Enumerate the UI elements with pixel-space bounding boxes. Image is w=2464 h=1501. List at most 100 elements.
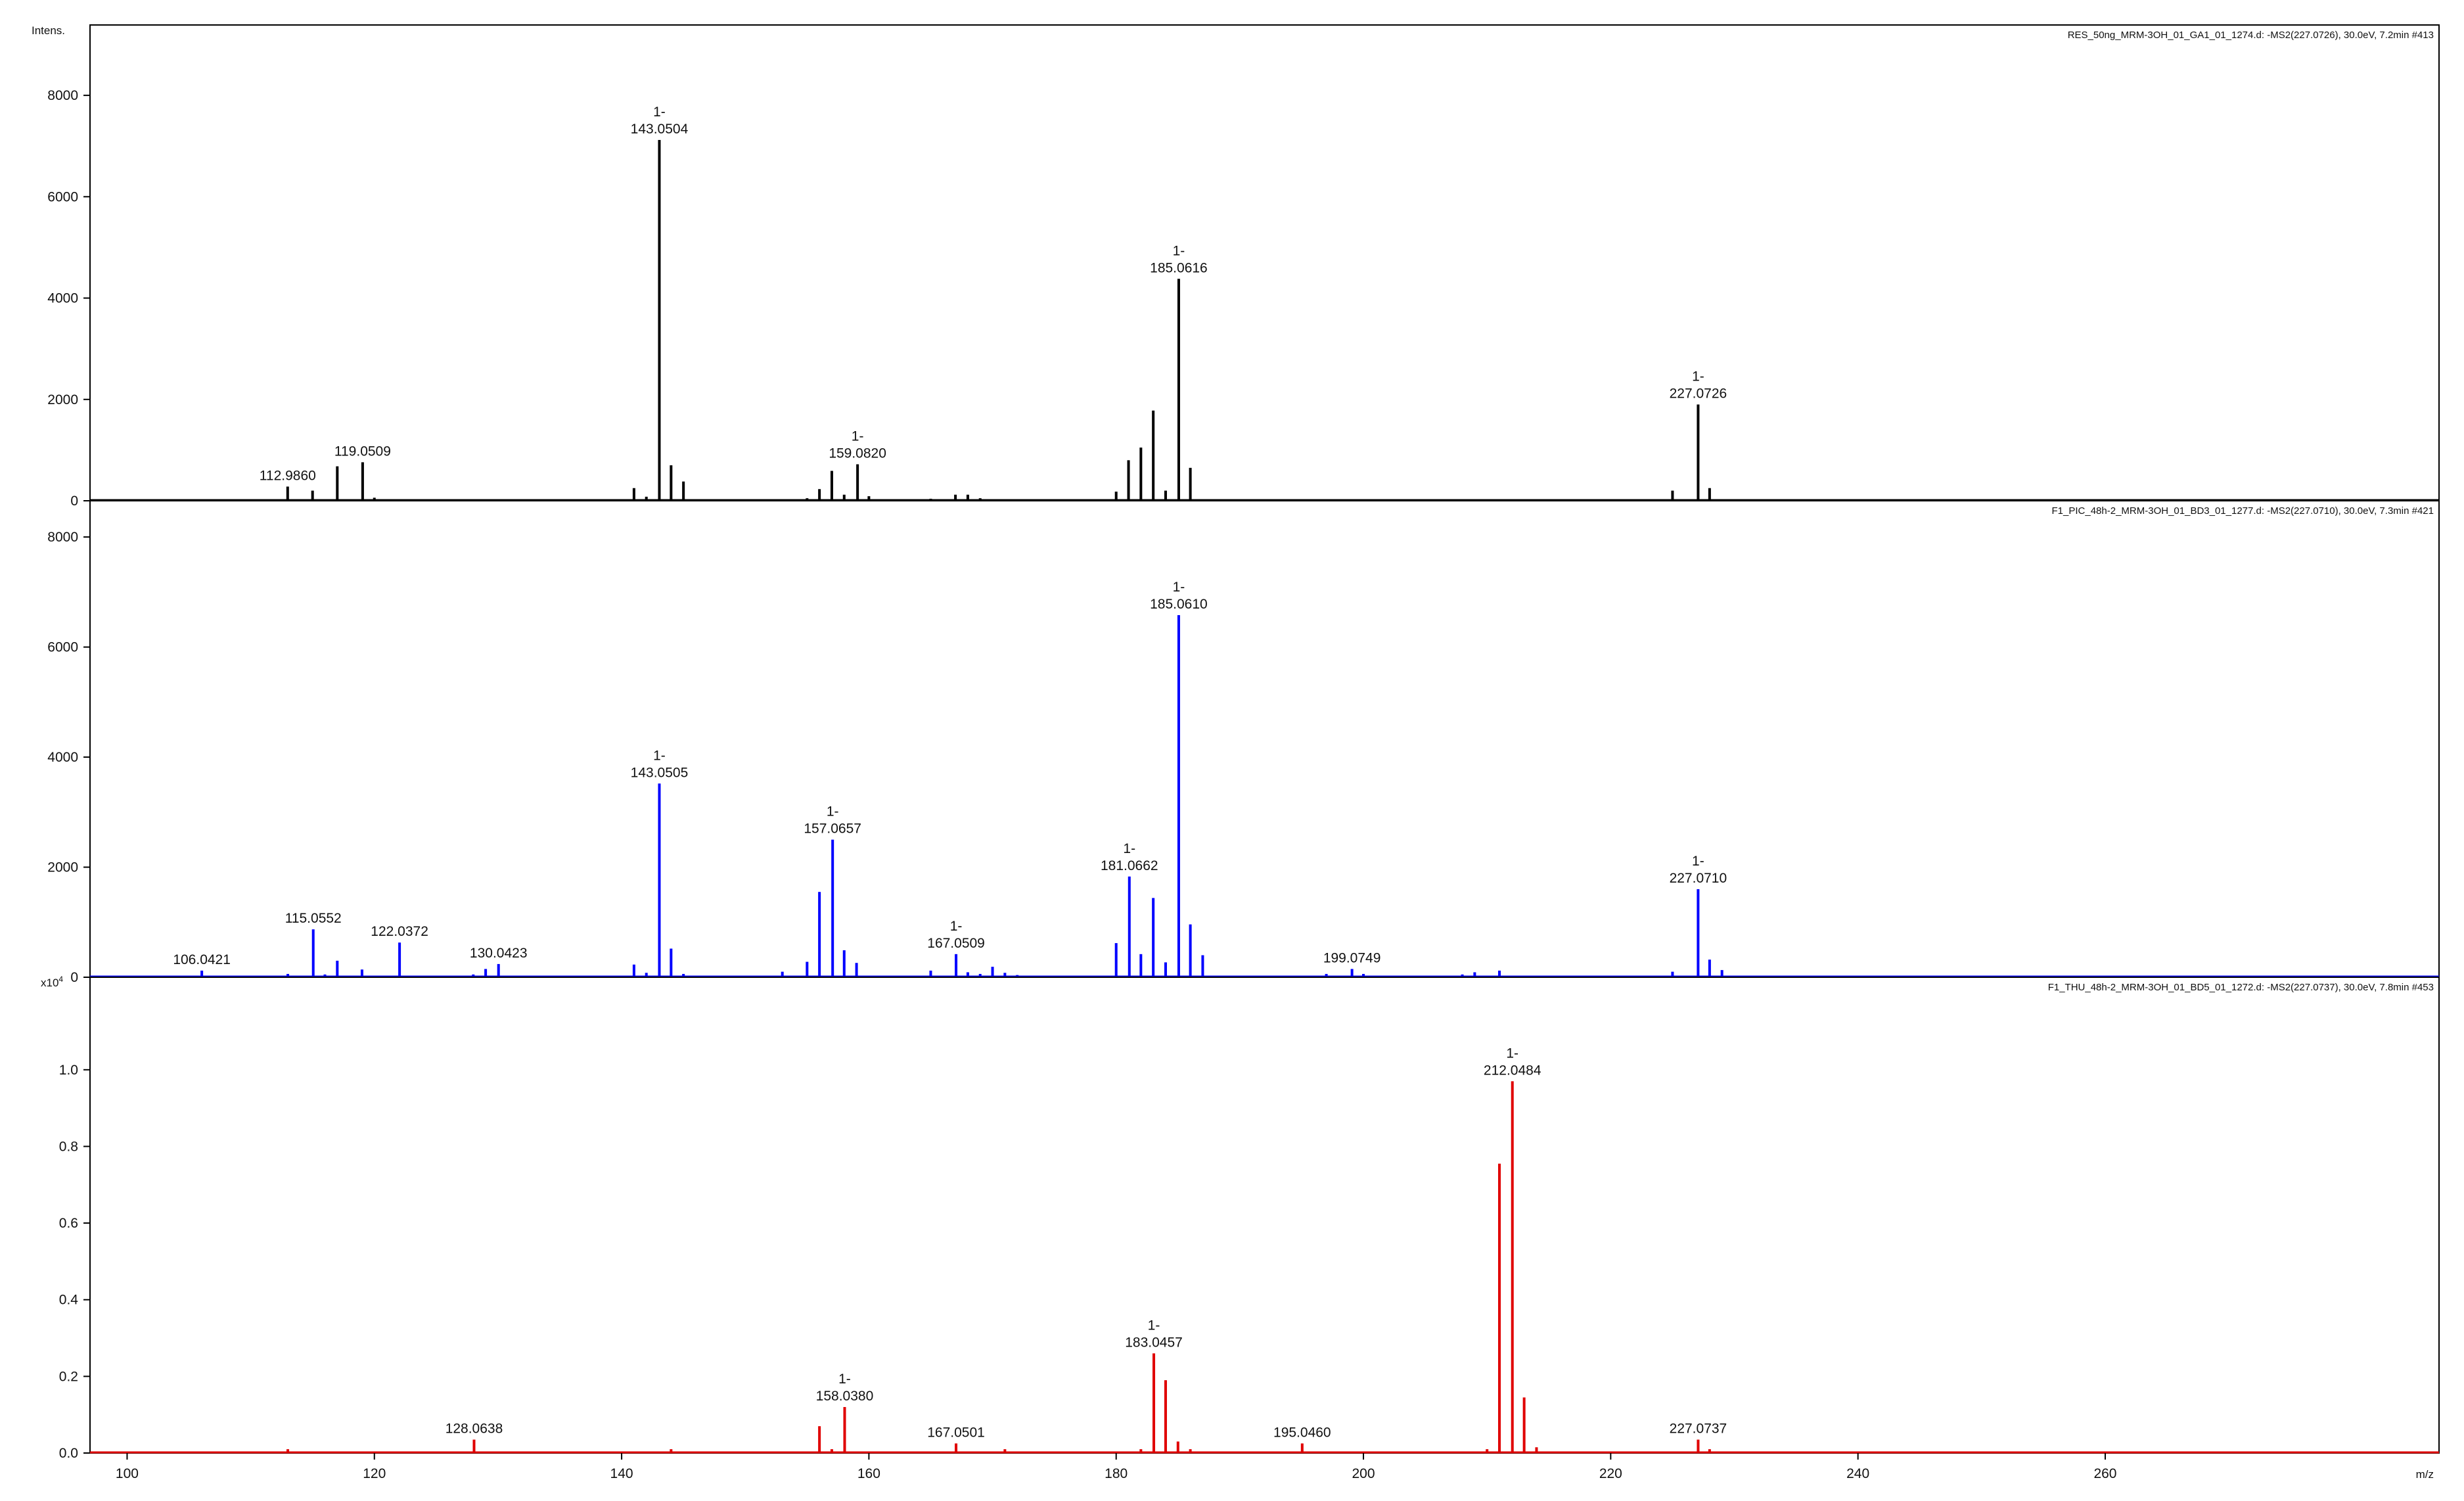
peak-label: 106.0421 [173,952,231,967]
peak-charge-label: 1- [1123,841,1135,856]
peak-label: 195.0460 [1273,1425,1331,1440]
peak-bar [472,974,475,977]
panel-frame [89,977,2440,1454]
peak-bar [632,964,635,977]
peak-bar [1671,971,1674,977]
peak-bar [1697,889,1700,977]
peak-bar [1708,488,1711,501]
panel-frame [89,500,2440,978]
peak-charge-label: 1- [1148,1318,1160,1333]
peak-bar [991,967,994,977]
y-tick-label: 6000 [47,640,78,655]
peak-bar [323,974,327,977]
peak-bar [818,892,821,977]
peak-bar [645,973,648,977]
peak-bar [497,963,500,977]
peak-label: 183.0457 [1125,1335,1183,1350]
peak-bar [955,1443,958,1453]
peak-bar [472,1439,476,1453]
peak-bar [1720,970,1723,977]
peak-bar [1164,490,1167,501]
peak-bar [682,973,685,977]
peak-bar [1177,615,1180,977]
y-tick-label: 0.0 [59,1446,78,1461]
peak-bar [398,942,401,977]
peak-label: 212.0484 [1484,1063,1541,1078]
peak-bar [373,497,376,501]
peak-bar [1511,1081,1514,1453]
peak-label: 185.0610 [1150,597,1208,612]
peak-bar [1498,1163,1501,1453]
peak-bar [1152,898,1155,977]
peak-bar [658,783,661,977]
peak-bar [830,471,833,501]
x-tick-label: 200 [1352,1466,1375,1481]
peak-bar [978,498,982,501]
y-tick-label: 4000 [47,750,78,765]
peak-label: 159.0820 [829,446,886,461]
peak-charge-label: 1- [1692,369,1704,384]
peak-bar [1189,924,1192,977]
peak-bar [1003,973,1007,977]
peak-bar [855,963,858,977]
peak-bar [1127,460,1130,501]
y-tick-label: 0.8 [59,1139,78,1154]
y-tick-label: 4000 [47,291,78,306]
peak-bar [1152,1353,1156,1453]
peak-bar [1128,876,1131,977]
peak-bar [954,494,957,501]
peak-label: 199.0749 [1323,950,1381,965]
peak-bar [966,494,969,501]
peak-bar [484,969,488,977]
peak-label: 158.0380 [816,1389,874,1404]
y-tick-label: 0.4 [59,1293,79,1308]
peak-label: 119.0509 [334,444,391,459]
peak-bar [1708,959,1711,977]
peak-charge-label: 1- [1173,243,1185,258]
peak-bar [1189,1449,1192,1453]
y-tick-label: 0 [70,494,78,509]
y-tick-label: 0 [70,970,78,985]
peak-bar [632,488,635,501]
spectrum-panel-2: F1_PIC_48h-2_MRM-3OH_01_BD3_01_1277.d: -… [47,500,2440,985]
x-tick-label: 240 [1846,1466,1869,1481]
peak-bar [929,970,932,977]
peak-label: 115.0552 [285,911,342,926]
y-tick-label: 1.0 [59,1063,78,1078]
x-tick-label: 120 [363,1466,386,1481]
peak-bar [1177,279,1180,501]
peak-label: 181.0662 [1101,858,1158,873]
peak-label: 227.0710 [1670,871,1727,886]
peak-label: 122.0372 [371,924,428,939]
peak-bar [1362,973,1365,977]
peak-bar [1114,943,1118,977]
peak-bar [1164,962,1167,977]
peak-bar [781,971,784,977]
peak-label: 157.0657 [804,821,861,837]
peak-bar [1522,1397,1526,1453]
peak-bar [670,465,673,501]
peak-label: 227.0737 [1670,1421,1727,1437]
y-scale-label: x104 [41,975,63,989]
peak-label: 167.0509 [927,936,985,951]
peak-bar [1201,955,1204,977]
y-axis-label: Intens. [32,24,65,37]
peak-charge-label: 1- [1692,854,1704,869]
peak-bar [670,948,673,977]
peak-bar [843,1407,846,1453]
y-tick-label: 0.2 [59,1369,78,1384]
peak-bar [1697,1439,1700,1453]
peak-bar [818,489,821,501]
peak-bar [1671,490,1674,501]
peak-charge-label: 1- [950,919,963,934]
peak-bar [818,1426,821,1453]
peak-bar [1003,1449,1007,1453]
peak-bar [830,1449,833,1453]
peak-bar [1139,1449,1143,1453]
peak-bar [1708,1449,1711,1453]
peak-charge-label: 1- [1506,1046,1518,1061]
x-tick-label: 160 [857,1466,880,1481]
panel-frame [89,24,2440,501]
peak-bar [336,466,339,501]
peak-charge-label: 1- [653,748,666,763]
